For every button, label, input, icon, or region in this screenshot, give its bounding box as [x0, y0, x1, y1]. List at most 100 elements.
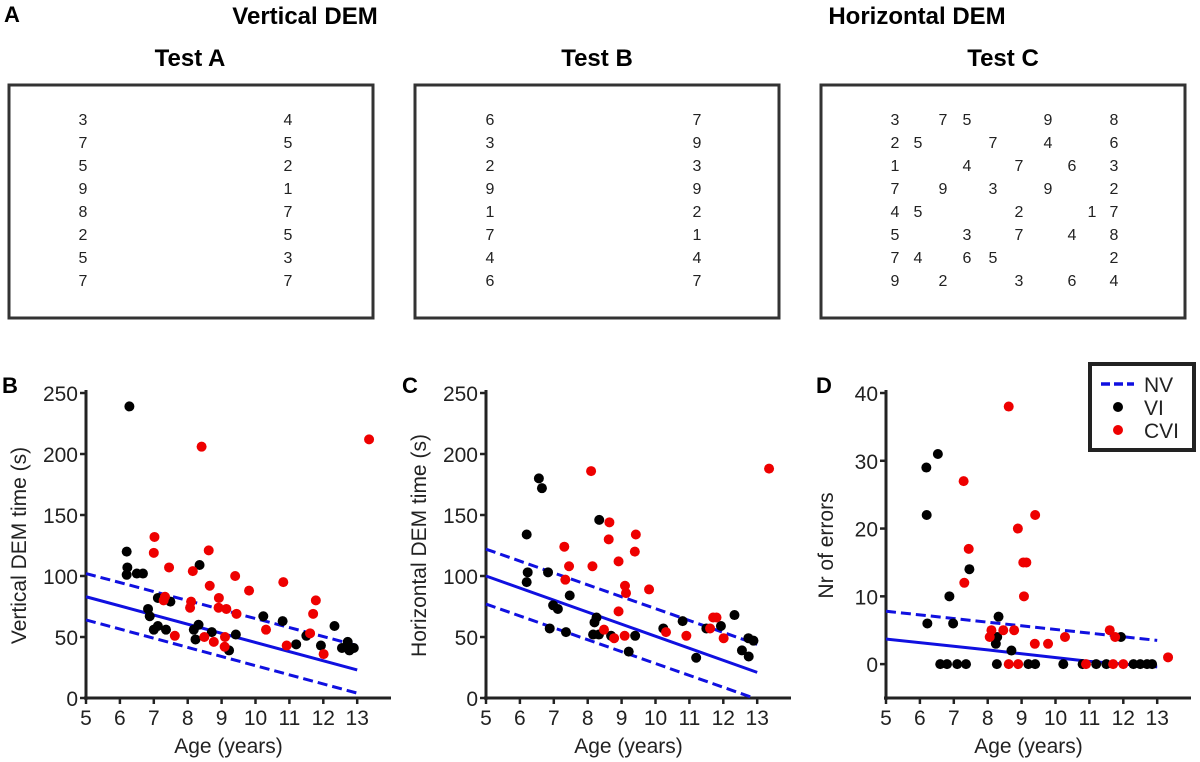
- cvi-point: [1108, 659, 1119, 670]
- vi-point: [743, 651, 754, 662]
- vi-point: [561, 627, 572, 638]
- panel-label: B: [2, 373, 18, 398]
- cvi-point: [998, 625, 1009, 636]
- vi-point: [944, 591, 955, 602]
- test-digit: 3: [989, 181, 998, 198]
- x-tick-label: 10: [244, 707, 267, 730]
- vi-point: [342, 636, 353, 647]
- vi-point: [536, 483, 547, 494]
- cvi-point: [185, 602, 196, 613]
- test-digit: 7: [284, 273, 293, 290]
- cvi-point: [644, 584, 655, 595]
- test-digit: 9: [486, 181, 495, 198]
- vi-point: [677, 616, 688, 627]
- cvi-point: [187, 566, 198, 577]
- vi-point: [594, 514, 605, 525]
- vi-point: [748, 635, 759, 646]
- test-digit: 2: [939, 273, 948, 290]
- x-tick-label: 13: [1146, 707, 1169, 730]
- cvi-point: [705, 623, 716, 634]
- test-digit: 5: [914, 204, 923, 221]
- test-digit: 1: [284, 181, 293, 198]
- cvi-point: [219, 641, 230, 652]
- vi-point: [258, 611, 269, 622]
- cvi-point: [208, 636, 219, 647]
- test-digit: 3: [693, 158, 702, 175]
- y-tick-label: 250: [43, 383, 78, 406]
- nv-fit-line: [485, 574, 758, 674]
- x-tick-label: 11: [678, 707, 700, 730]
- vi-point: [533, 473, 544, 484]
- test-digit: 5: [284, 227, 293, 244]
- vi-point: [121, 569, 132, 580]
- test-c-title: Test C: [967, 45, 1039, 72]
- vi-point: [948, 618, 959, 629]
- vi-point: [729, 610, 740, 621]
- cvi-point: [231, 608, 242, 619]
- y-tick-label: 50: [455, 627, 478, 650]
- vi-point: [277, 616, 288, 627]
- cvi-point: [169, 630, 180, 641]
- test-digit: 4: [1068, 227, 1077, 244]
- vi-point: [315, 640, 326, 651]
- test-digit: 7: [891, 181, 900, 198]
- vi-point: [623, 646, 634, 657]
- y-tick-label: 100: [43, 566, 78, 589]
- vi-point: [921, 510, 932, 520]
- test-digit: 6: [1110, 135, 1119, 152]
- vi-point: [691, 652, 702, 663]
- panel-label: C: [402, 373, 418, 398]
- x-tick-label: 5: [80, 707, 92, 730]
- test-digit: 6: [486, 273, 495, 290]
- cvi-point: [621, 588, 632, 599]
- y-tick-label: 200: [43, 444, 78, 467]
- panel-c: C 5 6 7 8 9 10 11 12 13 0 50 100 150 200 250 Age (years)…: [402, 373, 791, 758]
- cvi-point: [221, 603, 232, 614]
- vi-point: [124, 401, 135, 412]
- panel-d: D 5 6 7 8 9 10 11 12 13 0 10 20 30 40 Age (years) Nr of …: [815, 373, 1191, 758]
- vi-point: [521, 529, 532, 540]
- cvi-point: [1003, 659, 1014, 670]
- vi-point: [137, 568, 148, 579]
- cvi-point: [604, 517, 615, 528]
- cvi-point: [958, 476, 969, 487]
- vi-point: [1147, 659, 1158, 670]
- cvi-point: [630, 529, 641, 540]
- test-digit: 4: [891, 204, 900, 221]
- cvi-point: [244, 585, 255, 596]
- test-digit: 4: [1044, 135, 1053, 152]
- test-digit: 3: [486, 135, 495, 152]
- x-axis-label: Age (years): [174, 735, 283, 758]
- vi-point: [544, 623, 555, 634]
- vi-point: [993, 611, 1004, 622]
- cvi-point: [281, 640, 292, 651]
- cvi-point: [1059, 632, 1070, 642]
- vi-point: [922, 618, 933, 629]
- vertical-dem-title: Vertical DEM: [232, 3, 377, 30]
- x-tick-label: 5: [880, 707, 892, 730]
- test-digit: 7: [1015, 158, 1024, 175]
- cvi-point: [213, 592, 224, 603]
- test-digit: 2: [1015, 204, 1024, 221]
- test-digit: 3: [891, 112, 900, 129]
- x-tick-label: 7: [548, 707, 560, 730]
- test-digit: 6: [1068, 158, 1077, 175]
- x-tick-label: 10: [1044, 707, 1067, 730]
- test-digit: 4: [284, 112, 293, 129]
- vi-point: [521, 577, 532, 588]
- x-tick-label: 10: [644, 707, 667, 730]
- cvi-point: [619, 580, 630, 591]
- test-digit: 7: [939, 112, 948, 129]
- cvi-point: [586, 466, 597, 477]
- cvi-point: [305, 628, 316, 639]
- test-digit: 4: [963, 158, 972, 175]
- vi-point: [736, 645, 747, 656]
- y-tick-label: 200: [443, 444, 478, 467]
- test-digit: 7: [1110, 204, 1119, 221]
- y-tick-label: 0: [66, 688, 78, 711]
- cvi-point: [984, 632, 995, 642]
- cvi-point: [711, 612, 722, 623]
- y-tick-label: 40: [855, 383, 878, 406]
- vi-point: [715, 621, 726, 632]
